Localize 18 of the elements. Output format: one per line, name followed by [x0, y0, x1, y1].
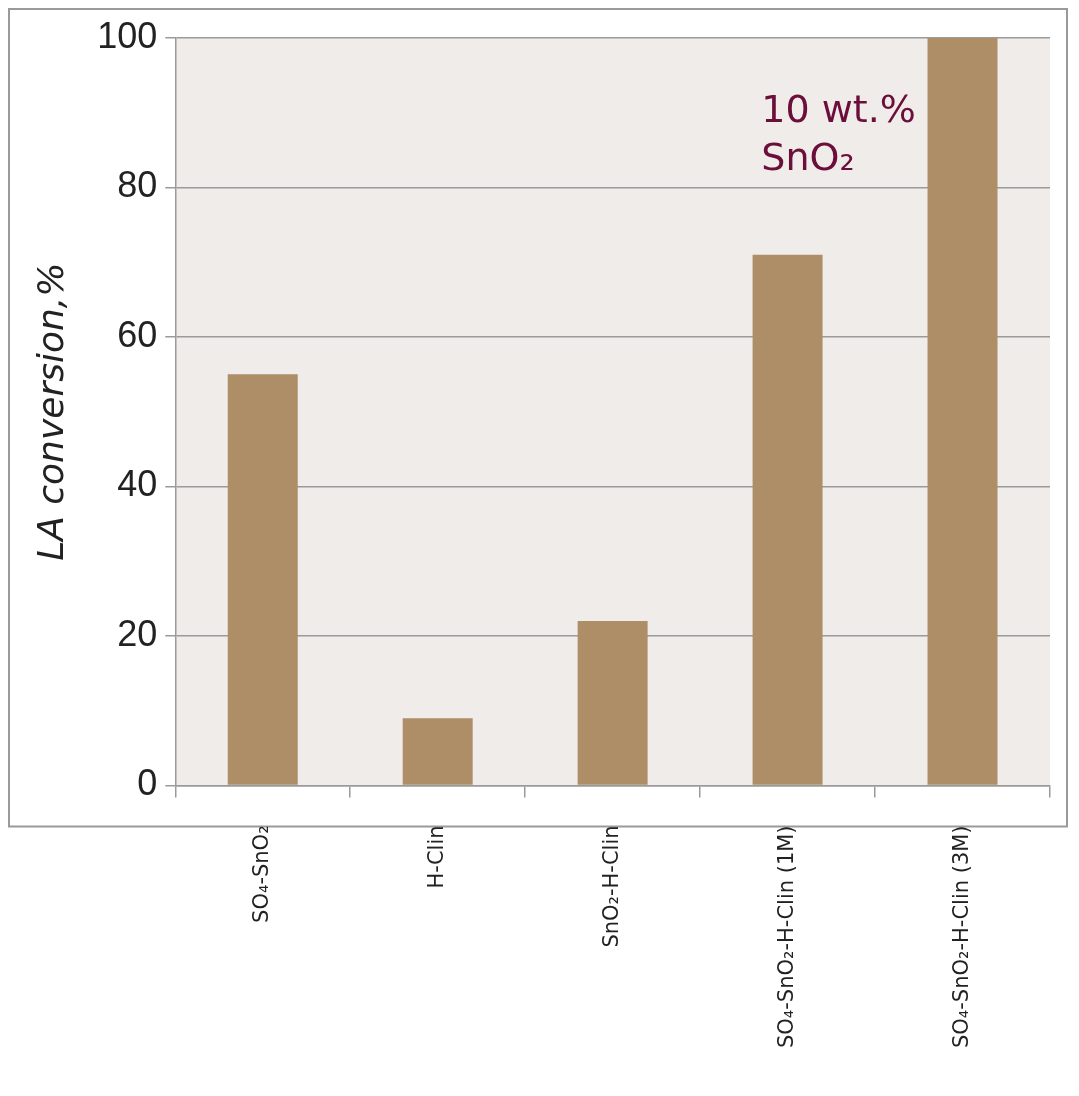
y-tick-label: 0 — [137, 762, 158, 804]
bar — [927, 38, 998, 785]
bar — [577, 620, 648, 785]
y-tick-label: 40 — [117, 463, 158, 505]
annotation: 10 wt.% SnO₂ — [761, 86, 916, 179]
y-tick-label: 100 — [97, 14, 158, 56]
bar — [752, 254, 823, 785]
y-tick-label: 20 — [117, 612, 158, 654]
y-tick-label: 60 — [117, 313, 158, 355]
bar — [227, 374, 298, 785]
y-tick-label: 80 — [117, 164, 158, 206]
x-tick-label: SO₄-SnO₂-H-Clin (1M) — [774, 825, 799, 1049]
x-tick-label: SO₄-SnO₂-H-Clin (3M) — [948, 825, 973, 1049]
x-tick-label: SnO₂-H-Clin — [599, 825, 624, 948]
y-axis-title: LA conversion,% — [29, 262, 71, 561]
x-tick-label: SO₄-SnO₂ — [249, 825, 274, 923]
x-tick-label: H-Clin — [424, 825, 449, 889]
bar — [402, 718, 473, 785]
